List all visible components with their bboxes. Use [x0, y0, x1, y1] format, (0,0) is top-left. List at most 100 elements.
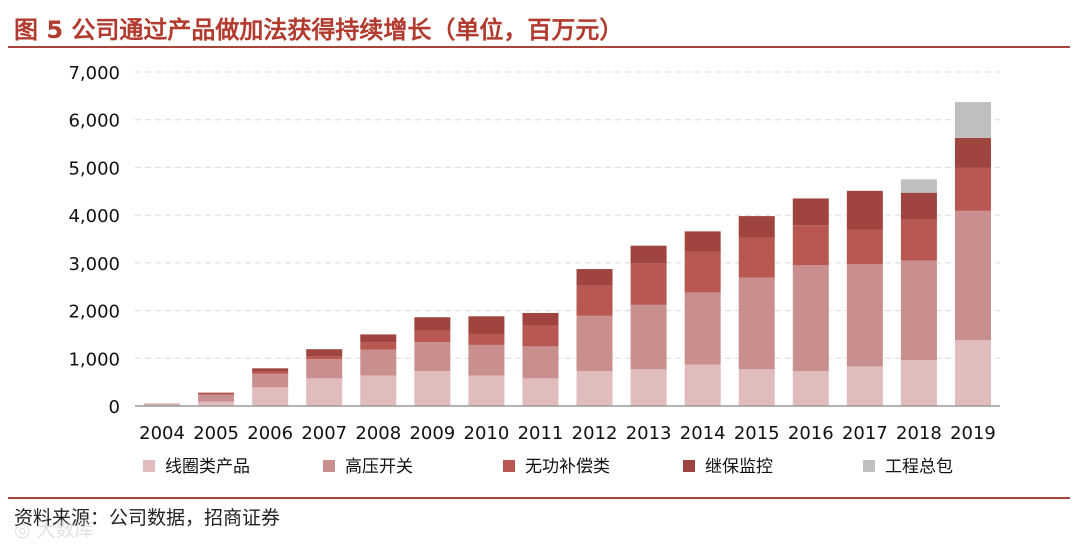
x-tick-label: 2007: [301, 423, 347, 444]
bar-segment-2007-3: [306, 356, 343, 360]
bar-segment-2009-1: [414, 371, 451, 406]
bar-segment-2007-4: [306, 349, 343, 357]
bar-segment-2015-1: [738, 369, 775, 406]
bar-segment-2019-5: [954, 102, 991, 138]
bar-segment-2008-3: [360, 342, 397, 350]
x-tick-label: 2011: [518, 423, 564, 444]
x-tick-label: 2006: [247, 423, 293, 444]
watermark: ◎ 大数库: [14, 519, 94, 541]
bar-segment-2017-3: [846, 229, 883, 265]
bar-segment-2014-3: [684, 251, 721, 293]
bar-segment-2007-2: [306, 359, 343, 379]
x-tick-label: 2009: [409, 423, 455, 444]
bar-segment-2018-2: [900, 260, 937, 361]
x-tick-label: 2008: [355, 423, 401, 444]
legend-label: 继保监控: [705, 457, 773, 477]
title-divider: [8, 46, 1070, 48]
bar-segment-2012-4: [576, 269, 613, 286]
bar-segment-2005-3: [198, 393, 235, 395]
y-tick-label: 0: [109, 397, 120, 418]
legend-label: 无功补偿类: [525, 457, 610, 477]
x-tick-label: 2012: [572, 423, 618, 444]
x-tick-label: 2010: [464, 423, 510, 444]
bars: [144, 102, 991, 406]
bar-segment-2010-1: [468, 375, 505, 406]
bar-segment-2011-4: [522, 312, 559, 326]
bar-segment-2010-3: [468, 333, 505, 345]
bar-segment-2004-2: [144, 403, 181, 405]
bar-segment-2019-1: [954, 340, 991, 406]
bar-segment-2006-4: [252, 368, 289, 372]
bar-segment-2013-4: [630, 245, 667, 264]
y-tick-label: 5,000: [68, 158, 120, 179]
x-tick-label: 2017: [842, 423, 888, 444]
bar-segment-2019-2: [954, 210, 991, 341]
bar-segment-2006-2: [252, 373, 289, 388]
x-tick-label: 2018: [896, 423, 942, 444]
bar-segment-2019-3: [954, 167, 991, 211]
x-tick-label: 2005: [193, 423, 239, 444]
bar-segment-2017-2: [846, 264, 883, 367]
bar-segment-2018-3: [900, 219, 937, 261]
bar-segment-2013-2: [630, 304, 667, 370]
bar-segment-2017-1: [846, 366, 883, 406]
legend-swatch: [683, 460, 695, 472]
bar-segment-2010-2: [468, 344, 505, 376]
x-tick-label: 2004: [139, 423, 185, 444]
legend-label: 高压开关: [345, 457, 413, 477]
x-tick-label: 2016: [788, 423, 834, 444]
y-tick-label: 3,000: [68, 254, 120, 275]
y-tick-label: 6,000: [68, 111, 120, 132]
bar-segment-2016-4: [792, 198, 829, 226]
source-note: 资料来源：公司数据，招商证券: [14, 507, 281, 529]
legend-swatch: [503, 460, 515, 472]
legend-swatch: [863, 460, 875, 472]
bar-segment-2007-1: [306, 378, 343, 406]
bar-segment-2009-4: [414, 317, 451, 331]
bar-segment-2015-2: [738, 277, 775, 370]
bar-segment-2012-3: [576, 285, 613, 316]
y-tick-label: 1,000: [68, 349, 120, 370]
x-tick-label: 2015: [734, 423, 780, 444]
x-tick-label: 2013: [626, 423, 672, 444]
x-tick-label: 2014: [680, 423, 726, 444]
legend-label: 工程总包: [885, 457, 953, 477]
footer-divider: [8, 497, 1070, 499]
legend: 线圈类产品 高压开关 无功补偿类 继保监控 工程总包: [143, 457, 953, 477]
bar-segment-2018-5: [900, 179, 937, 193]
bar-segment-2006-1: [252, 387, 289, 406]
bar-segment-2016-3: [792, 225, 829, 266]
bar-segment-2009-2: [414, 342, 451, 372]
chart-title: 图 5 公司通过产品做加法获得持续增长（单位，百万元）: [14, 16, 624, 44]
bar-segment-2008-4: [360, 334, 397, 343]
x-tick-label: 2019: [950, 423, 996, 444]
legend-swatch: [143, 460, 155, 472]
bar-segment-2006-3: [252, 371, 289, 374]
bar-segment-2016-1: [792, 371, 829, 406]
bar-segment-2013-3: [630, 263, 667, 305]
bar-segment-2011-2: [522, 346, 559, 379]
bar-segment-2018-4: [900, 192, 937, 220]
bar-segment-2014-1: [684, 364, 721, 406]
bar-segment-2011-1: [522, 378, 559, 406]
bar-segment-2009-3: [414, 330, 451, 343]
bar-segment-2005-2: [198, 394, 235, 402]
bar-segment-2014-2: [684, 292, 721, 365]
bar-segment-2018-1: [900, 360, 937, 406]
bar-segment-2010-4: [468, 316, 505, 334]
bar-segment-2008-1: [360, 375, 397, 406]
x-axis-ticks: 2004 2005 2006 2007 2008 2009 2010 2011 2012 2013…: [139, 423, 996, 444]
bar-segment-2015-3: [738, 237, 775, 278]
bar-segment-2005-1: [198, 401, 235, 406]
bar-segment-2015-4: [738, 216, 775, 238]
legend-label: 线圈类产品: [165, 457, 250, 477]
bar-segment-2017-4: [846, 190, 883, 230]
y-tick-label: 4,000: [68, 206, 120, 227]
stacked-bar-chart: 0 1,000 2,000 3,000 4,000 5,000 6,000 7,000 200…: [68, 63, 1000, 477]
y-axis-ticks: 0 1,000 2,000 3,000 4,000 5,000 6,000 7,000: [68, 63, 120, 418]
y-tick-label: 2,000: [68, 302, 120, 323]
bar-segment-2013-1: [630, 369, 667, 406]
bar-segment-2008-2: [360, 349, 397, 376]
bar-segment-2011-3: [522, 325, 559, 347]
legend-swatch: [323, 460, 335, 472]
